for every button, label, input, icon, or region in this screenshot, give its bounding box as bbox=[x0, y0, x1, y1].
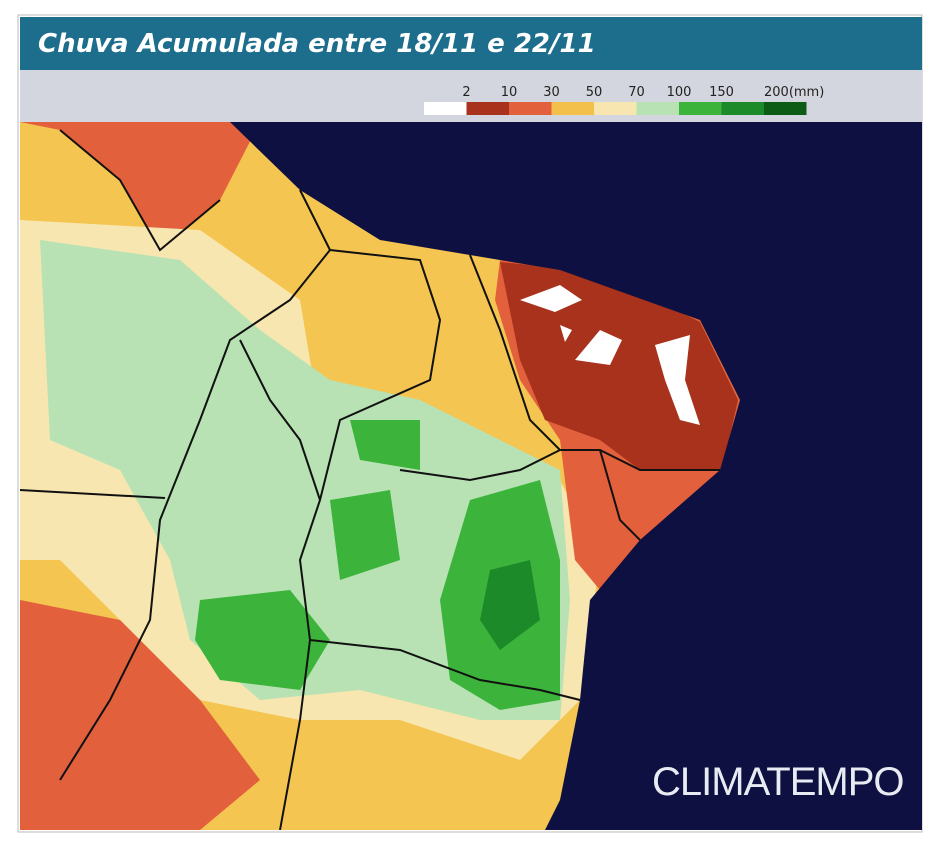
title-bar bbox=[20, 17, 922, 70]
legend-swatch bbox=[466, 102, 509, 115]
rain-area bbox=[195, 590, 330, 690]
rain-area bbox=[330, 490, 400, 580]
legend-label: 50 bbox=[586, 85, 603, 100]
legend-swatch bbox=[509, 102, 552, 115]
legend: 2 10 30 50 70 100 150 200(mm) bbox=[424, 85, 824, 115]
state-borders bbox=[20, 129, 720, 830]
rain-area bbox=[20, 680, 170, 830]
legend-label: 100 bbox=[667, 85, 692, 100]
rain-area bbox=[520, 285, 700, 425]
legend-label: 10 bbox=[501, 85, 518, 100]
legend-swatch bbox=[551, 102, 594, 115]
legend-swatch bbox=[721, 102, 764, 115]
legend-label: 200(mm) bbox=[764, 85, 824, 100]
ocean bbox=[230, 122, 922, 830]
legend-swatch bbox=[594, 102, 637, 115]
map bbox=[20, 122, 922, 830]
legend-swatch bbox=[679, 102, 722, 115]
rain-area bbox=[500, 262, 738, 470]
rain-area bbox=[480, 560, 540, 650]
legend-label: 2 bbox=[462, 85, 470, 100]
brand-logo: CLIMATEMPO bbox=[652, 760, 904, 804]
rain-area bbox=[350, 420, 420, 470]
legend-label: 30 bbox=[543, 85, 560, 100]
legend-label: 70 bbox=[628, 85, 645, 100]
title: Chuva Acumulada entre 18/11 e 22/11 bbox=[38, 29, 596, 59]
legend-swatch bbox=[424, 102, 467, 115]
legend-swatch bbox=[636, 102, 679, 115]
rain-area bbox=[20, 122, 260, 250]
legend-label: 150 bbox=[709, 85, 734, 100]
rain-area bbox=[40, 240, 570, 720]
legend-swatch bbox=[764, 102, 807, 115]
